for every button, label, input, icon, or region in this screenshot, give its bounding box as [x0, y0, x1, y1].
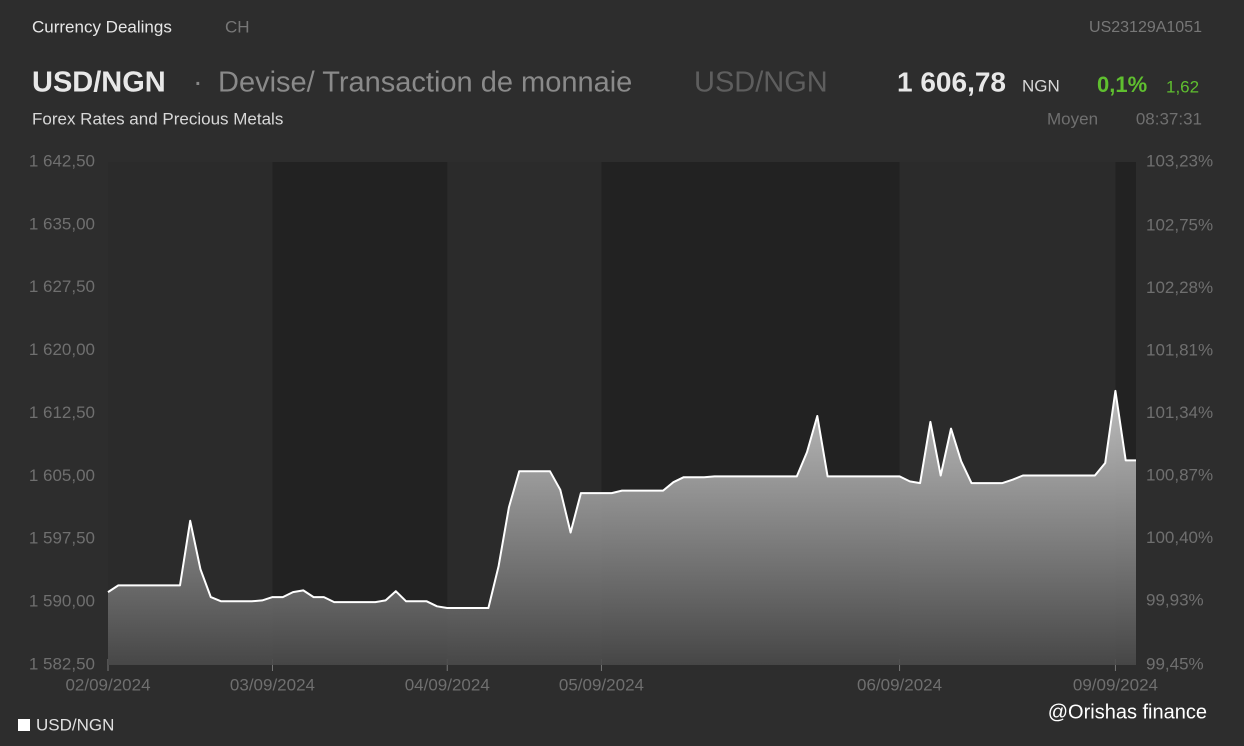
y2-tick-label: 100,40% [1146, 528, 1213, 547]
legend-swatch [18, 719, 30, 731]
x-tick-label: 04/09/2024 [405, 675, 490, 694]
x-tick-label: 05/09/2024 [559, 675, 644, 694]
x-tick-label: 03/09/2024 [230, 675, 315, 694]
country: CH [225, 17, 250, 36]
y2-tick-label: 99,93% [1146, 591, 1204, 610]
watermark: @Orishas finance [1048, 701, 1207, 723]
category: Currency Dealings [32, 17, 172, 36]
quote-type: Moyen [1047, 109, 1098, 128]
area [108, 390, 1136, 665]
x-tick-label: 09/09/2024 [1073, 675, 1158, 694]
legend-label: USD/NGN [36, 715, 114, 734]
symbol-alt: USD/NGN [694, 67, 828, 99]
change-abs: 1,62 [1166, 77, 1199, 96]
y-tick-label: 1 612,50 [29, 403, 95, 422]
isin: US23129A1051 [1089, 19, 1202, 36]
y-tick-label: 1 620,00 [29, 340, 95, 359]
y2-tick-label: 102,75% [1146, 215, 1213, 234]
separator: · [193, 67, 203, 99]
day-band [272, 162, 448, 665]
y2-tick-label: 101,81% [1146, 340, 1213, 359]
y2-tick-label: 103,23% [1146, 151, 1213, 170]
x-tick-label: 06/09/2024 [857, 675, 942, 694]
y-tick-label: 1 635,00 [29, 214, 95, 233]
plot: 1 582,50 1 590,00 1 597,50 1 605,00 1 612,50… [29, 151, 1213, 694]
time: 08:37:31 [1136, 109, 1202, 128]
y-tick-label: 1 627,50 [29, 277, 95, 296]
change-pct: 0,1% [1097, 72, 1147, 97]
x-tick-label: 02/09/2024 [65, 675, 150, 694]
y-tick-label: 1 605,00 [29, 466, 95, 485]
y2-tick-label: 100,87% [1146, 466, 1213, 485]
y2-tick-label: 102,28% [1146, 278, 1213, 297]
y2-tick-label: 99,45% [1146, 654, 1204, 673]
subtitle: Forex Rates and Precious Metals [32, 109, 283, 128]
y-tick-label: 1 582,50 [29, 654, 95, 673]
symbol: USD/NGN [32, 67, 166, 99]
y-tick-label: 1 642,50 [29, 151, 95, 170]
y-tick-label: 1 590,00 [29, 592, 95, 611]
y-tick-label: 1 597,50 [29, 529, 95, 548]
y2-tick-label: 101,34% [1146, 403, 1213, 422]
price: 1 606,78 [897, 66, 1006, 97]
currency: NGN [1022, 76, 1060, 95]
line [107, 389, 1136, 609]
description: Devise/ Transaction de monnaie [218, 67, 632, 99]
